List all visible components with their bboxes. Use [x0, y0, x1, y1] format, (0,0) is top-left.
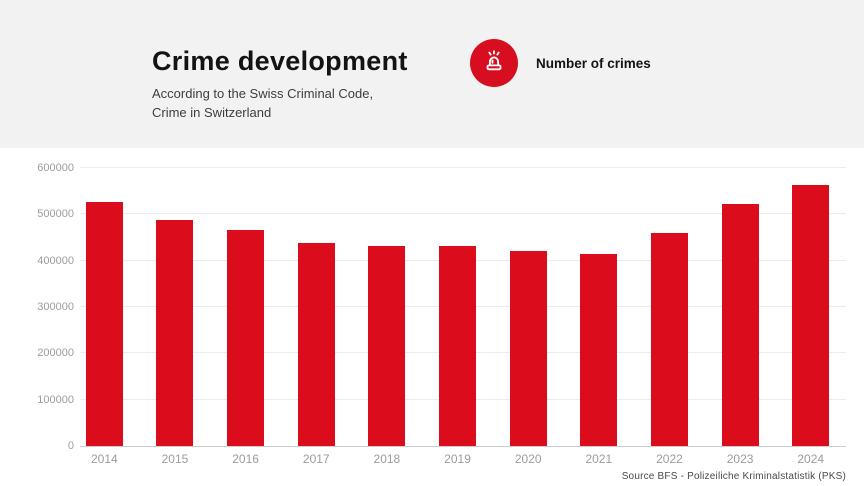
plot-area: 2014 2015 2016 2017 2018 2019 2020 2021 2022 2023… [37, 162, 846, 466]
bar-2020 [509, 250, 547, 446]
gridline [80, 167, 846, 168]
header: Crime development According to the Swiss… [0, 0, 864, 148]
x-axis-tick-label: 2014 [90, 452, 118, 466]
y-axis-tick-label: 100000 [37, 393, 74, 406]
legend-label: Number of crimes [536, 55, 651, 71]
bar-2019 [439, 246, 477, 446]
x-axis-tick-label: 2019 [444, 452, 471, 466]
title-block: Crime development According to the Swiss… [152, 46, 408, 122]
x-axis-tick-label: 2016 [232, 452, 259, 466]
bar-2016 [227, 229, 265, 446]
siren-icon [470, 39, 518, 87]
bar-slot: 2023 [705, 168, 776, 466]
bars-row: 2014 2015 2016 2017 2018 2019 2020 2021 2022 2023… [69, 168, 846, 466]
bar-slot: 2014 [69, 168, 140, 466]
x-axis-tick-label: 2022 [656, 452, 683, 466]
bar-slot: 2022 [634, 168, 705, 466]
y-axis-tick-label: 300000 [37, 301, 74, 313]
y-axis-tick-label: 600000 [37, 162, 74, 174]
bar-2017 [297, 243, 335, 446]
bar-slot: 2016 [210, 168, 281, 466]
x-axis-tick-label: 2015 [161, 452, 189, 466]
bar-slot: 2015 [140, 168, 211, 466]
bar-2021 [580, 253, 618, 446]
x-axis-tick-label: 2017 [302, 452, 330, 466]
y-axis-tick-label: 500000 [37, 208, 74, 221]
bar-2018 [368, 245, 406, 446]
bar-2015 [156, 220, 194, 446]
legend: Number of crimes [470, 39, 651, 87]
source-note: Source BFS - Polizeiliche Kriminalstatis… [621, 471, 846, 482]
bar-slot: 2020 [493, 168, 564, 466]
bar-2022 [650, 233, 688, 446]
bar-slot: 2017 [281, 168, 352, 466]
x-axis-tick-label: 2024 [797, 452, 825, 466]
y-axis-tick-label: 400000 [37, 254, 74, 267]
bar-slot: 2021 [563, 168, 634, 466]
subtitle-line: Crime in Switzerland [152, 105, 272, 120]
page-title: Crime development [152, 46, 408, 76]
x-axis-tick-label: 2018 [373, 452, 401, 466]
x-axis-tick-label: 2020 [514, 452, 542, 466]
bar-2014 [85, 202, 123, 446]
bar-2023 [721, 203, 759, 446]
y-axis-tick-label: 200000 [37, 347, 74, 360]
y-axis-tick-label: 0 [67, 440, 74, 452]
subtitle-line: According to the Swiss Criminal Code, [152, 86, 374, 101]
bar-slot: 2019 [422, 168, 493, 466]
gridline [80, 213, 846, 215]
x-axis-tick-label: 2023 [726, 452, 754, 466]
x-axis-tick-label: 2021 [585, 452, 613, 466]
bar-slot: 2018 [352, 168, 423, 466]
bar-slot: 2024 [775, 168, 846, 466]
subtitle: According to the Swiss Criminal Code, Cr… [152, 84, 408, 122]
bar-2024 [792, 184, 830, 446]
